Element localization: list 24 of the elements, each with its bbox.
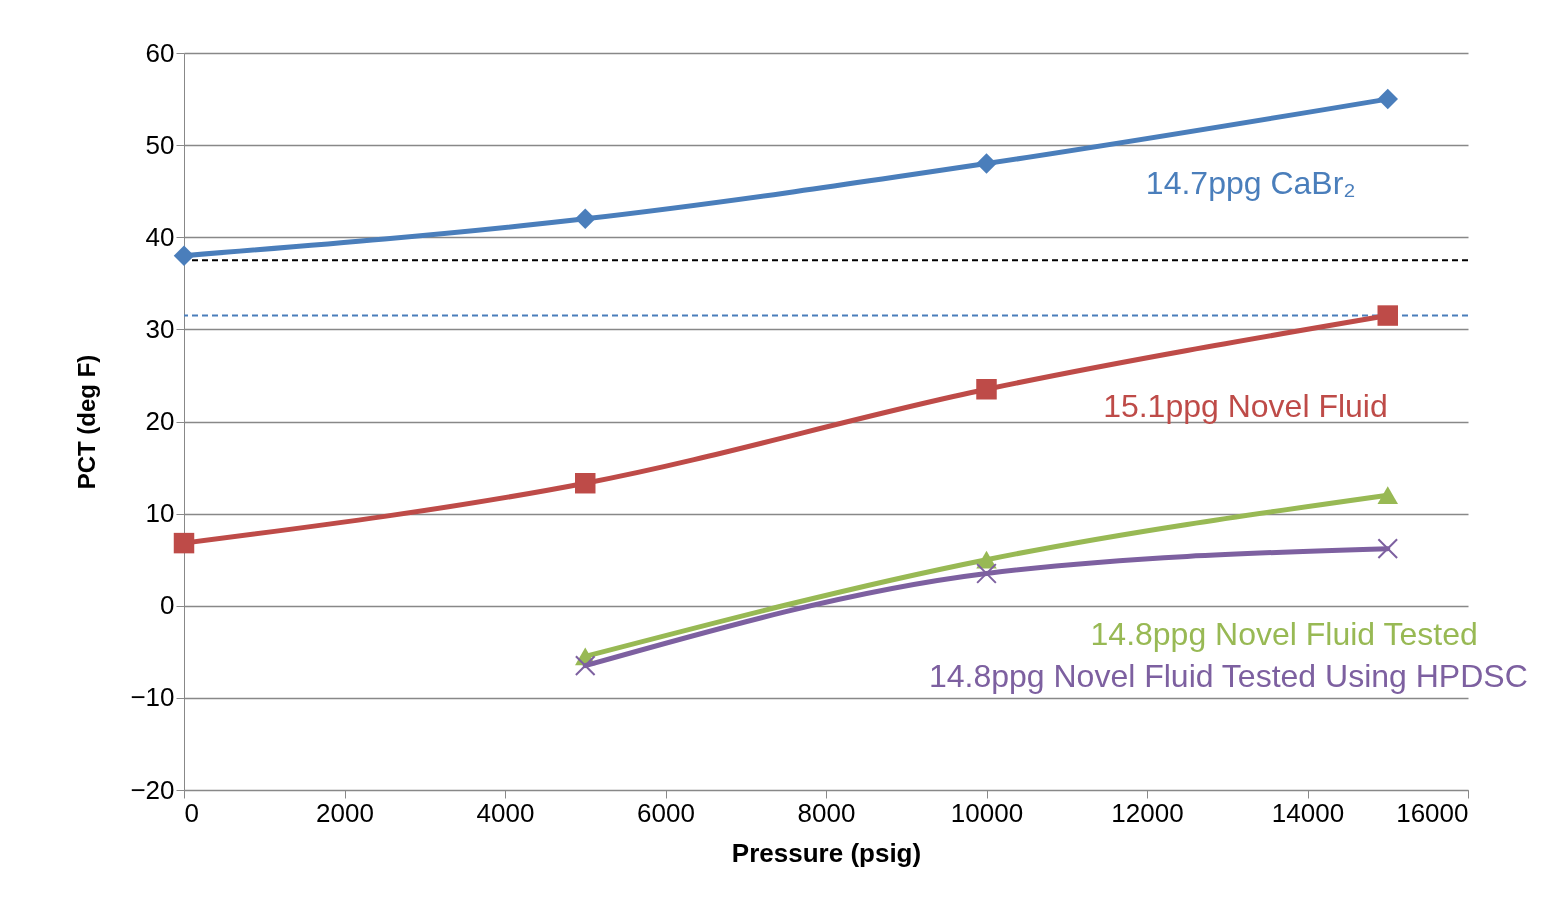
x-axis-title: Pressure (psig) (731, 837, 922, 868)
y-tick-label: 20 (145, 406, 175, 436)
x-tick-label: 4000 (476, 797, 535, 828)
x-tick-label: 2000 (316, 797, 374, 828)
y-tick-label: −10 (130, 682, 175, 713)
x-tick-label: 10000 (950, 797, 1024, 828)
y-tick-label: 0 (160, 590, 175, 621)
x-tick-label: 0 (184, 797, 199, 828)
x-tick-label: 14000 (1271, 797, 1345, 828)
x-tick-label: 16000 (1396, 797, 1469, 828)
x-tick-label: 8000 (797, 797, 856, 828)
x-tick-label: 12000 (1111, 797, 1184, 828)
text: 14.8ppg Novel Fluid Tested (1090, 616, 1478, 653)
y-tick-label: 40 (145, 221, 175, 252)
y-tick-label: 50 (145, 129, 175, 160)
y-axis-title: PCT (deg F) (73, 354, 101, 490)
series-label: 15.1ppg Novel Fluid (1103, 387, 1388, 424)
y-tick-label: −20 (130, 774, 175, 805)
y-tick-label: 60 (145, 37, 175, 68)
text: 14.8ppg Novel Fluid Tested Using HPDSC (928, 657, 1528, 694)
y-tick-label: 30 (145, 313, 175, 344)
series-label: 14.7ppg CaBr₂ (1145, 165, 1356, 202)
y-tick-label: 10 (145, 498, 175, 529)
x-tick-label: 6000 (637, 797, 695, 828)
